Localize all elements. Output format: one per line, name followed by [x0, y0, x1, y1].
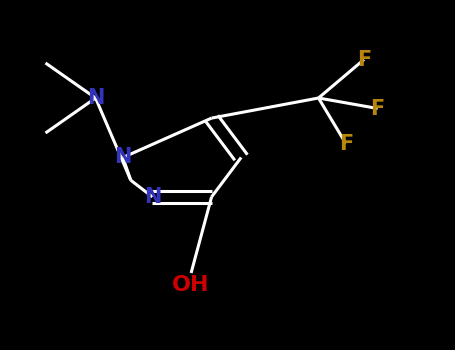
Text: N: N	[144, 187, 161, 207]
Text: N: N	[87, 88, 104, 108]
Text: F: F	[357, 49, 371, 70]
Text: OH: OH	[172, 275, 210, 295]
Text: F: F	[339, 133, 353, 154]
Text: F: F	[370, 98, 385, 119]
Text: N: N	[114, 147, 131, 168]
